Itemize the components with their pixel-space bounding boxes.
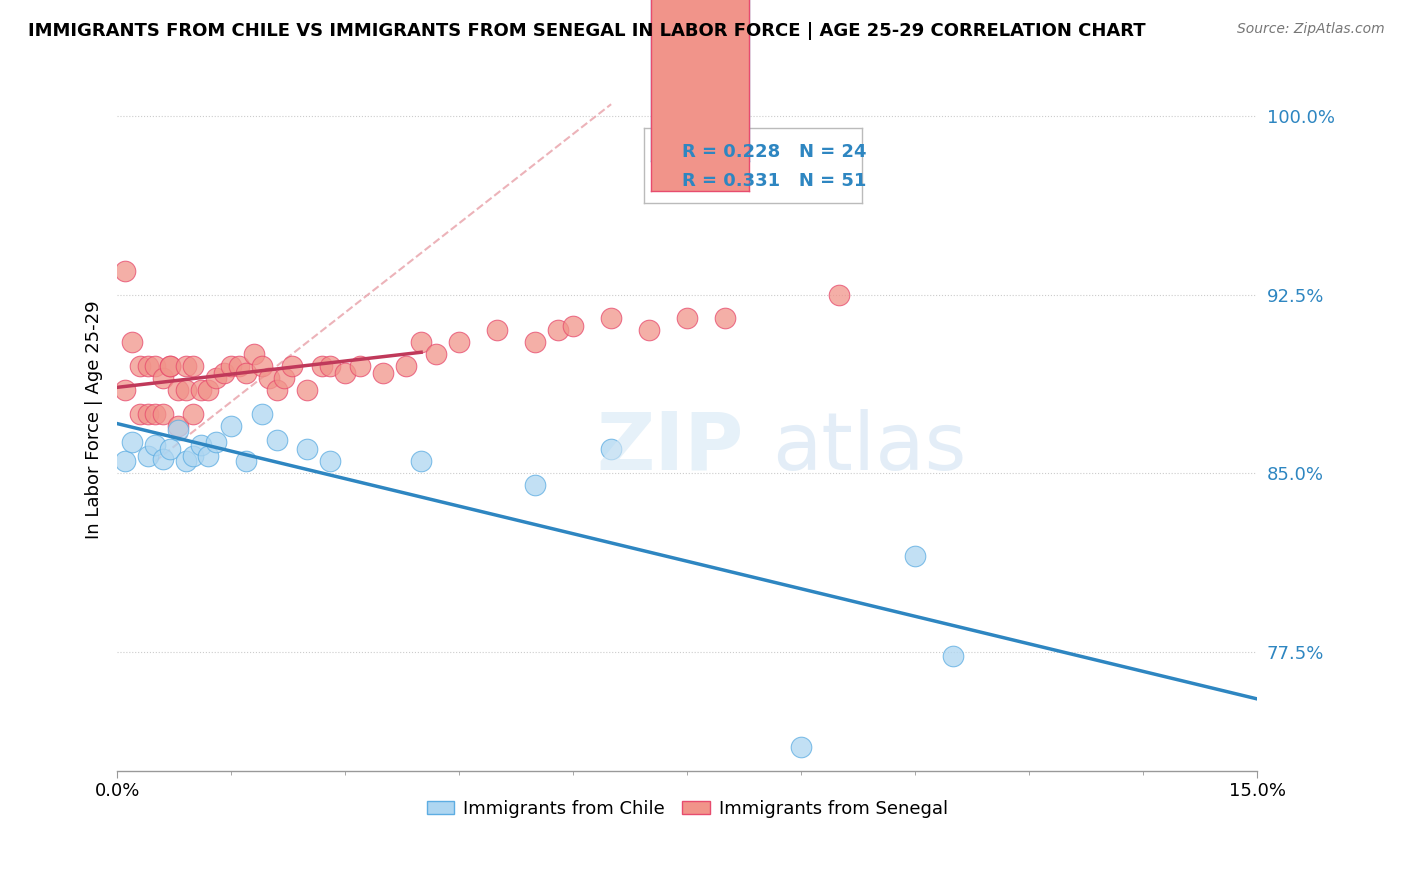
- Point: [152, 407, 174, 421]
- Point: [121, 435, 143, 450]
- Point: [114, 264, 136, 278]
- Point: [486, 323, 509, 337]
- Point: [395, 359, 418, 373]
- Point: [250, 359, 273, 373]
- Point: [449, 335, 471, 350]
- Point: [250, 407, 273, 421]
- Legend: Immigrants from Chile, Immigrants from Senegal: Immigrants from Chile, Immigrants from S…: [419, 792, 955, 825]
- Point: [129, 359, 152, 373]
- Point: [524, 478, 547, 492]
- Point: [333, 366, 356, 380]
- Point: [181, 450, 204, 464]
- Y-axis label: In Labor Force | Age 25-29: In Labor Force | Age 25-29: [86, 301, 103, 539]
- Point: [190, 383, 212, 397]
- Point: [197, 383, 219, 397]
- Point: [167, 423, 190, 437]
- Point: [205, 435, 228, 450]
- Point: [129, 407, 152, 421]
- Point: [266, 383, 288, 397]
- Point: [235, 454, 257, 468]
- Point: [411, 335, 433, 350]
- Point: [373, 366, 395, 380]
- Point: [205, 371, 228, 385]
- Point: [174, 359, 197, 373]
- Point: [121, 335, 143, 350]
- Text: IMMIGRANTS FROM CHILE VS IMMIGRANTS FROM SENEGAL IN LABOR FORCE | AGE 25-29 CORR: IMMIGRANTS FROM CHILE VS IMMIGRANTS FROM…: [28, 22, 1146, 40]
- Point: [159, 359, 181, 373]
- Point: [600, 442, 623, 457]
- Point: [349, 359, 371, 373]
- Point: [174, 383, 197, 397]
- Point: [257, 371, 280, 385]
- Point: [790, 739, 813, 754]
- Point: [114, 383, 136, 397]
- Point: [600, 311, 623, 326]
- Text: atlas: atlas: [773, 409, 967, 487]
- Point: [159, 442, 181, 457]
- Point: [295, 442, 318, 457]
- Point: [190, 437, 212, 451]
- Point: [181, 407, 204, 421]
- Point: [212, 366, 235, 380]
- Point: [152, 451, 174, 466]
- Point: [714, 311, 737, 326]
- Point: [411, 454, 433, 468]
- Point: [136, 450, 159, 464]
- Point: [152, 371, 174, 385]
- Point: [638, 323, 661, 337]
- Point: [167, 418, 190, 433]
- Point: [524, 335, 547, 350]
- Point: [828, 287, 851, 301]
- Point: [143, 407, 166, 421]
- Point: [562, 318, 585, 333]
- Point: [235, 366, 257, 380]
- Text: Source: ZipAtlas.com: Source: ZipAtlas.com: [1237, 22, 1385, 37]
- Point: [942, 649, 965, 664]
- Point: [228, 359, 250, 373]
- Text: R = 0.331   N = 51: R = 0.331 N = 51: [682, 172, 868, 190]
- Point: [319, 454, 342, 468]
- Point: [243, 347, 266, 361]
- Point: [319, 359, 342, 373]
- Point: [904, 549, 927, 564]
- Point: [547, 323, 569, 337]
- Point: [136, 359, 159, 373]
- Text: R = 0.228   N = 24: R = 0.228 N = 24: [682, 143, 868, 161]
- Point: [136, 407, 159, 421]
- Point: [159, 359, 181, 373]
- Point: [197, 450, 219, 464]
- Point: [273, 371, 295, 385]
- Point: [311, 359, 333, 373]
- Point: [114, 454, 136, 468]
- Point: [143, 359, 166, 373]
- Point: [174, 454, 197, 468]
- Point: [676, 311, 699, 326]
- Point: [219, 418, 242, 433]
- Point: [281, 359, 304, 373]
- Point: [266, 433, 288, 447]
- Point: [425, 347, 447, 361]
- Point: [219, 359, 242, 373]
- Point: [295, 383, 318, 397]
- Text: ZIP: ZIP: [596, 409, 744, 487]
- Point: [181, 359, 204, 373]
- Point: [167, 383, 190, 397]
- Point: [143, 437, 166, 451]
